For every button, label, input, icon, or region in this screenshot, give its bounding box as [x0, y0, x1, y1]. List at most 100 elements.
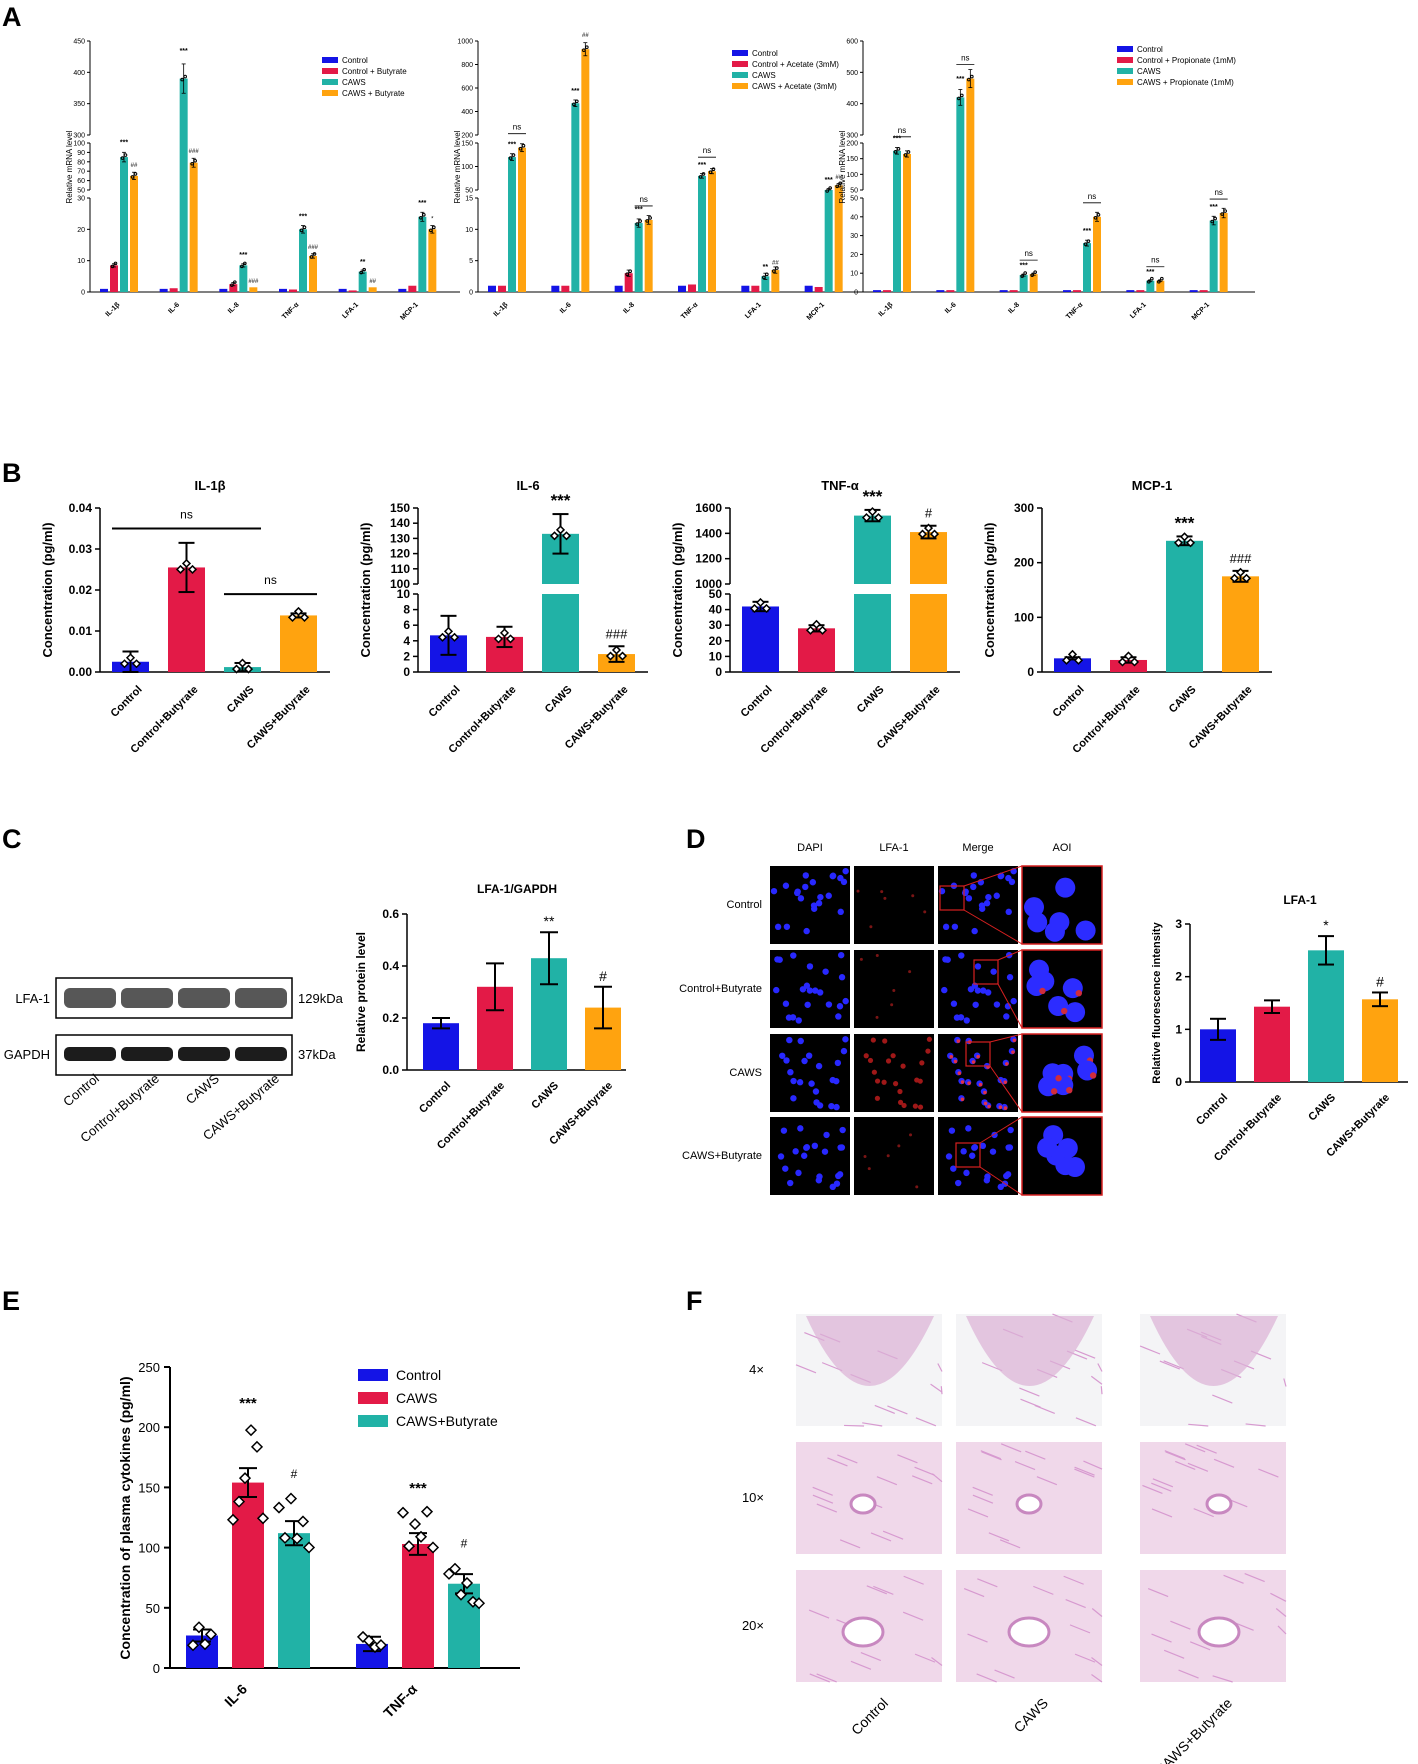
- a3-data-point: [1213, 216, 1217, 221]
- a1-y-tick-label: 0: [81, 290, 85, 297]
- a3-legend-label: Control: [1137, 45, 1163, 54]
- panel-label-e: E: [2, 1286, 21, 1316]
- d-nucleus: [790, 952, 797, 959]
- f-tissue-fiber: [914, 1466, 935, 1476]
- f-tissue-fiber: [1083, 1460, 1103, 1470]
- d-nucleus: [829, 1183, 836, 1191]
- d-lfa1-signal: [915, 1185, 919, 1189]
- d-nucleus: [836, 1003, 844, 1010]
- b2-y-tick-label: 2: [403, 649, 410, 663]
- f-tissue-fiber: [930, 1383, 943, 1393]
- f-tissue-fiber: [1163, 1360, 1184, 1370]
- b4-sig: ###: [1230, 551, 1252, 566]
- e-y-tick-label: 100: [138, 1541, 160, 1556]
- d-lfa1-merge: [960, 1080, 965, 1084]
- d-nucleus-merge: [955, 1179, 962, 1187]
- d-lfa1-merge: [1003, 1080, 1008, 1084]
- d-lfa1-signal: [856, 889, 860, 893]
- a3-sig-caws: ***: [1146, 269, 1154, 276]
- b3-data-point: [817, 625, 828, 635]
- f-tissue-fiber: [902, 1611, 924, 1621]
- d-nucleus: [796, 1079, 804, 1086]
- b3-y-tick-label: 1400: [695, 526, 722, 540]
- e-sig: ***: [239, 1395, 257, 1412]
- a2-legend-label: CAWS + Acetate (3mM): [752, 82, 837, 91]
- d-nucleus-merge: [1003, 1013, 1010, 1020]
- d-lfa1-merge: [956, 1039, 961, 1043]
- f-tissue-fiber: [1178, 1669, 1199, 1679]
- b1-y-tick-label: 0.00: [69, 665, 93, 679]
- d-nucleus: [805, 1052, 813, 1059]
- d-nucleus-merge: [942, 956, 949, 963]
- f-tissue-fiber: [980, 1450, 1002, 1460]
- d-nucleus-merge: [950, 1165, 957, 1172]
- b3-x-tick-label: Control: [738, 684, 774, 720]
- d-nucleus-merge: [984, 989, 992, 996]
- d-lfa1-signal: [863, 1154, 867, 1158]
- a1-sig-treat: ###: [308, 245, 319, 251]
- d-nucleus-merge: [970, 872, 978, 879]
- a3-bar: [1009, 290, 1018, 292]
- a3-data-point: [896, 147, 901, 151]
- d-lfa1-merge: [949, 1054, 954, 1059]
- c-lane-label: Control: [60, 1071, 102, 1110]
- d-nucleus-merge: [968, 1152, 976, 1159]
- a1-bar: [309, 255, 317, 292]
- d-lfa1-signal: [901, 1102, 907, 1109]
- a3-data-point: [957, 96, 961, 101]
- e-y-tick-label: 150: [138, 1480, 160, 1495]
- d-aoi-nucleus: [1027, 912, 1048, 933]
- b2-data-point: [437, 632, 448, 642]
- d-nucleus: [795, 1017, 802, 1024]
- d-lfa1-signal: [875, 954, 879, 958]
- a2-data-point: [698, 175, 703, 179]
- a2-data-point: [648, 216, 652, 220]
- d-bar: [1254, 1006, 1290, 1082]
- a1-bar: [299, 229, 307, 292]
- a3-data-point: [1210, 219, 1214, 224]
- d-nucleus: [825, 1001, 833, 1008]
- e-legend-label: CAWS: [396, 1390, 437, 1406]
- d-nucleus: [790, 1095, 797, 1102]
- f-tissue-fiber: [981, 1451, 1002, 1461]
- f-tissue-fiber: [882, 1530, 904, 1540]
- d-nucleus: [790, 1077, 797, 1085]
- a3-legend-label: CAWS + Propionate (1mM): [1137, 78, 1234, 87]
- a3-sig-caws: ***: [1083, 228, 1091, 235]
- b3-data-point: [749, 603, 760, 614]
- f-tissue-fiber: [967, 1508, 989, 1518]
- a1-y-tick-label: 50: [77, 188, 85, 195]
- d-nucleus: [787, 1068, 794, 1076]
- f-vessel: [849, 1493, 877, 1515]
- d-micrograph-dapi: [770, 866, 850, 944]
- a1-bar: [279, 288, 287, 292]
- e-x-tick-label: IL-6: [221, 1681, 250, 1710]
- a2-bar: [761, 276, 770, 292]
- d-lfa1-signal: [897, 1144, 901, 1148]
- d-micrograph-merge: [938, 1034, 1018, 1112]
- d-lfa1-merge: [1011, 1050, 1015, 1054]
- a3-bar: [883, 290, 891, 292]
- a1-y-tick-label: 300: [73, 133, 85, 140]
- e-bar: [232, 1482, 264, 1668]
- a2-x-tick-label: TNF-α: [680, 301, 700, 321]
- b3-bar-high: [854, 515, 891, 584]
- d-nucleus-merge: [962, 889, 969, 897]
- c-y-tick-label: 0.0: [382, 1063, 399, 1077]
- b2-data-point: [555, 525, 566, 535]
- d-lfa1-signal: [923, 910, 927, 914]
- b2-bar: [598, 654, 635, 672]
- e-data-point: [296, 1515, 310, 1528]
- a1-data-point: [362, 267, 366, 272]
- a3-y-tick-label: 30: [850, 233, 858, 240]
- d-lfa1-signal: [863, 1053, 869, 1059]
- f-tissue-fiber: [1151, 1482, 1172, 1492]
- a2-data-point: [575, 99, 579, 104]
- c-y-label: Relative protein level: [354, 932, 368, 1052]
- f-tissue-fiber: [1063, 1575, 1084, 1585]
- d-col-header: Merge: [962, 842, 993, 854]
- b4-sig: ***: [1175, 513, 1195, 532]
- e-legend-swatch: [358, 1415, 388, 1427]
- d-zoom-line: [963, 865, 1023, 887]
- f-tissue-fiber: [1000, 1443, 1022, 1453]
